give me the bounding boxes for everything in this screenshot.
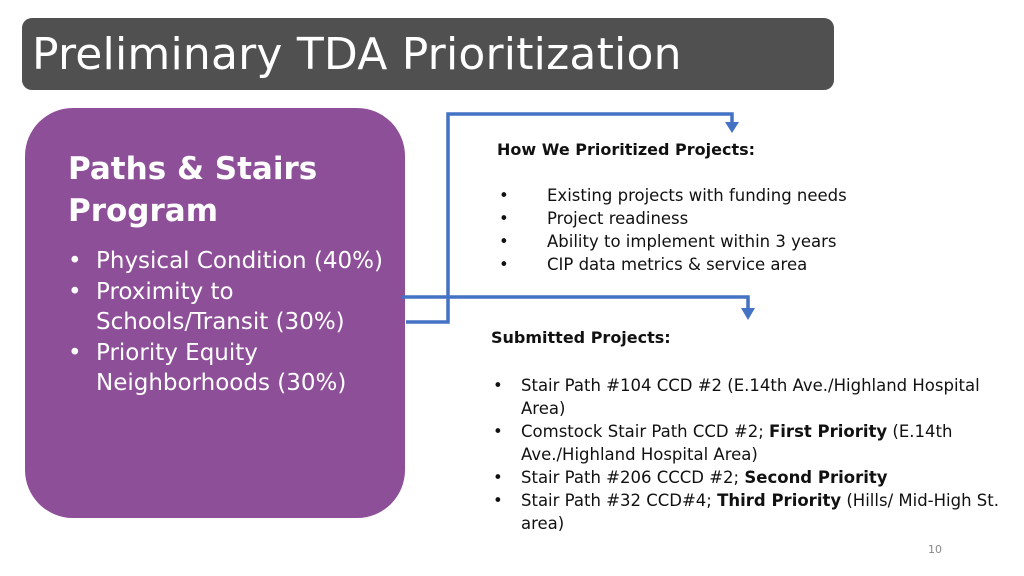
list-item: • Existing projects with funding needs xyxy=(497,184,937,207)
criteria-text: Proximity to Schools/Transit (30%) xyxy=(96,279,345,335)
bullet-icon: • xyxy=(493,491,503,510)
project-area: (Hills/ Mid-High St. area) xyxy=(521,491,999,533)
criteria-item: • Priority Equity Neighborhoods (30%) xyxy=(68,338,398,398)
criteria-list: • Physical Condition (40%) • Proximity t… xyxy=(68,246,398,399)
submitted-heading: Submitted Projects: xyxy=(491,328,671,347)
program-title: Paths & Stairs Program xyxy=(68,151,318,229)
slide-title: Preliminary TDA Prioritization xyxy=(32,28,682,80)
list-item-text: CIP data metrics & service area xyxy=(547,255,808,274)
list-item: • Stair Path #206 CCCD #2; Second Priori… xyxy=(491,466,1006,489)
criteria-text: Priority Equity Neighborhoods (30%) xyxy=(96,340,347,396)
priority-label: First Priority xyxy=(769,422,888,441)
criteria-item: • Physical Condition (40%) xyxy=(68,246,398,276)
bullet-icon: • xyxy=(499,209,509,228)
bullet-icon: • xyxy=(499,186,509,205)
page-number: 10 xyxy=(928,543,942,556)
prioritized-list: • Existing projects with funding needs •… xyxy=(497,184,937,276)
list-item: • Comstock Stair Path CCD #2; First Prio… xyxy=(491,420,1006,466)
arrow-to-prioritized xyxy=(406,112,734,324)
list-item: • CIP data metrics & service area xyxy=(497,253,937,276)
project-text: Comstock Stair Path CCD #2; xyxy=(521,422,769,441)
title-bar: Preliminary TDA Prioritization xyxy=(22,18,834,90)
program-box: Paths & Stairs Program • Physical Condit… xyxy=(25,108,405,518)
list-item-text: Ability to implement within 3 years xyxy=(547,232,837,251)
arrow-to-submitted xyxy=(402,295,750,310)
criteria-item: • Proximity to Schools/Transit (30%) xyxy=(68,277,398,337)
bullet-icon: • xyxy=(68,279,82,305)
project-text: Stair Path #104 CCD #2 (E.14th Ave./High… xyxy=(521,376,980,418)
list-item: • Stair Path #104 CCD #2 (E.14th Ave./Hi… xyxy=(491,374,1006,420)
project-text: Stair Path #32 CCD#4; xyxy=(521,491,718,510)
list-item: • Ability to implement within 3 years xyxy=(497,230,937,253)
arrowhead-submitted-icon xyxy=(741,308,755,320)
criteria-text: Physical Condition (40%) xyxy=(96,248,384,274)
bullet-icon: • xyxy=(493,376,503,395)
list-item: • Project readiness xyxy=(497,207,937,230)
bullet-icon: • xyxy=(493,468,503,487)
project-area: (E.14th Ave./Highland Hospital Area) xyxy=(521,422,953,464)
list-item-text: Project readiness xyxy=(547,209,689,228)
bullet-icon: • xyxy=(499,232,509,251)
submitted-list: • Stair Path #104 CCD #2 (E.14th Ave./Hi… xyxy=(491,374,1006,535)
prioritized-heading: How We Prioritized Projects: xyxy=(497,140,756,159)
list-item: • Stair Path #32 CCD#4; Third Priority (… xyxy=(491,489,1006,535)
bullet-icon: • xyxy=(68,248,82,274)
priority-label: Second Priority xyxy=(744,468,888,487)
priority-label: Third Priority xyxy=(717,491,842,510)
bullet-icon: • xyxy=(68,340,82,366)
arrowhead-prioritized-icon xyxy=(725,122,739,133)
bullet-icon: • xyxy=(493,422,503,441)
project-text: Stair Path #206 CCCD #2; xyxy=(521,468,745,487)
bullet-icon: • xyxy=(499,255,509,274)
list-item-text: Existing projects with funding needs xyxy=(547,186,847,205)
